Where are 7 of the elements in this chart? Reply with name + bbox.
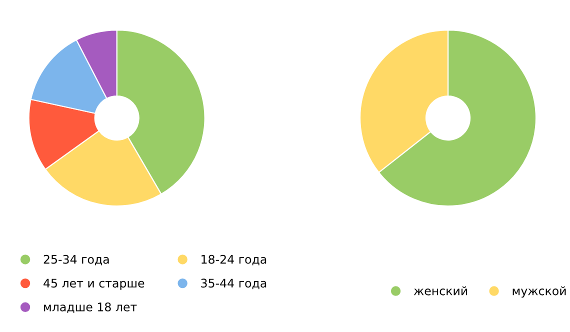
legend-label: 45 лет и старше xyxy=(44,278,144,290)
legend-label: 18-24 года xyxy=(202,254,266,266)
legend-label: младше 18 лет xyxy=(44,302,137,313)
legend-label: 35-44 года xyxy=(201,278,266,290)
legend-label: женский xyxy=(414,286,467,296)
legend-label: мужской xyxy=(512,286,566,298)
legend-label: 25-34 года xyxy=(44,254,109,266)
